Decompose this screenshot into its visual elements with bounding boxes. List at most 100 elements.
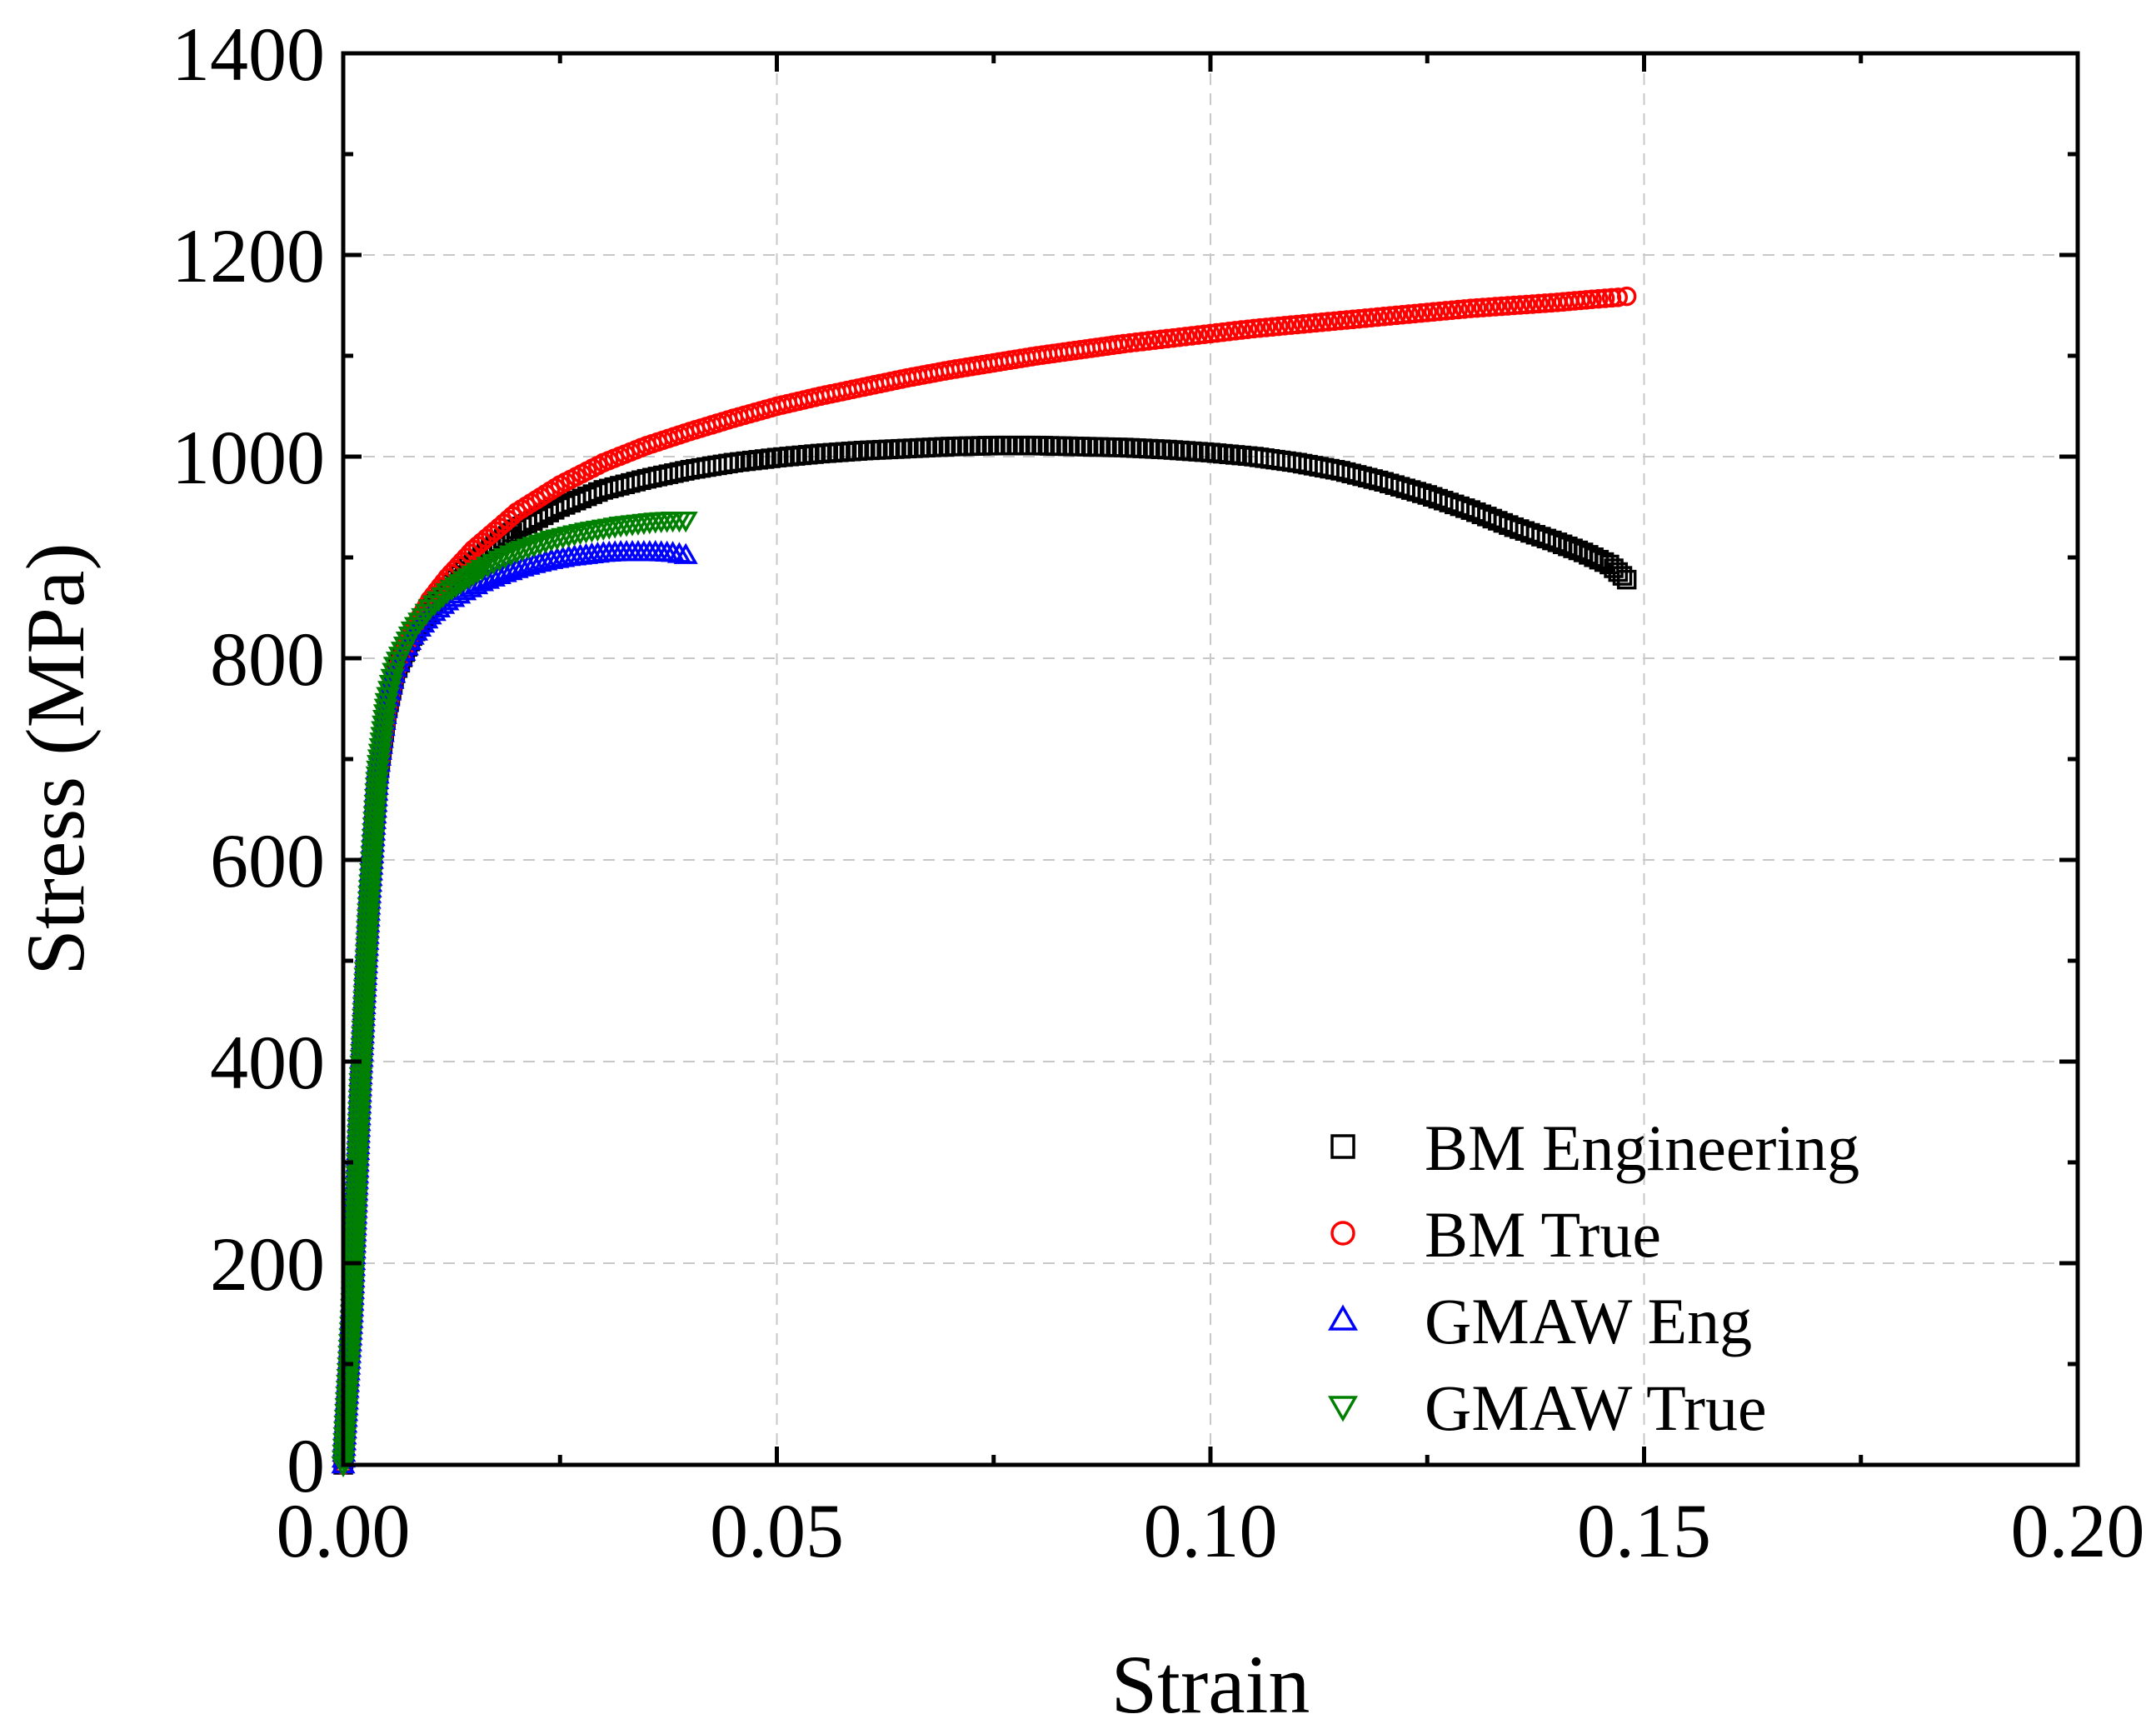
data-point <box>1200 323 1220 344</box>
x-tick-label: 0.05 <box>710 1488 844 1573</box>
data-point <box>1529 293 1549 314</box>
y-axis-title: Stress (MPa) <box>9 542 102 975</box>
data-point <box>1089 437 1109 457</box>
data-point <box>1225 321 1245 341</box>
legend: BM Engineering BM True GMAW Eng GMAW True <box>1328 1112 1859 1444</box>
data-point <box>673 542 698 564</box>
data-point <box>522 537 546 558</box>
data-point <box>946 436 966 457</box>
data-point <box>435 582 460 605</box>
legend-marker <box>1328 1396 1358 1422</box>
data-point <box>1076 437 1097 457</box>
data-point <box>1280 315 1301 335</box>
data-point <box>1132 438 1152 458</box>
data-point <box>977 436 998 456</box>
legend-marker <box>1328 1304 1358 1331</box>
data-point <box>1262 317 1283 337</box>
data-point <box>1126 332 1146 352</box>
data-point <box>422 595 447 617</box>
data-point <box>1442 300 1462 320</box>
data-point <box>891 438 911 459</box>
data-point <box>959 436 979 457</box>
data-point <box>1616 286 1637 307</box>
data-point <box>527 534 552 557</box>
data-point <box>1145 330 1165 350</box>
data-point <box>928 437 948 457</box>
data-point <box>1485 297 1505 317</box>
data-point <box>1120 437 1140 458</box>
data-point <box>1608 287 1629 307</box>
data-point <box>1150 439 1171 459</box>
data-point <box>1188 325 1208 345</box>
data-point <box>1374 307 1394 327</box>
data-point <box>885 439 905 459</box>
data-point <box>1101 437 1121 457</box>
legend-label: GMAW Eng <box>1425 1285 1752 1357</box>
legend-marker <box>1330 1221 1355 1246</box>
data-point <box>673 511 698 533</box>
data-point <box>516 538 541 560</box>
data-point <box>1157 439 1177 460</box>
data-point <box>1039 436 1060 456</box>
legend-label: GMAW True <box>1425 1372 1767 1444</box>
data-point <box>461 565 486 587</box>
data-point <box>835 442 856 462</box>
data-point <box>1516 294 1536 315</box>
data-point <box>1510 295 1530 315</box>
data-point <box>1595 288 1615 308</box>
data-point <box>1256 317 1276 337</box>
legend-label: BM True <box>1425 1198 1661 1271</box>
data-point <box>903 438 923 458</box>
y-tick-label: 0 <box>287 1423 325 1508</box>
data-point <box>452 571 477 592</box>
data-point <box>439 580 464 602</box>
data-point <box>492 547 517 570</box>
data-point <box>417 599 442 621</box>
data-point <box>1095 437 1115 457</box>
data-point <box>952 436 973 457</box>
data-point <box>1300 313 1320 333</box>
data-point <box>829 442 849 462</box>
data-series <box>331 286 1637 1478</box>
data-point <box>1435 301 1456 321</box>
data-point <box>1473 297 1493 317</box>
y-tick-label: 400 <box>210 1020 325 1105</box>
x-tick-label: 0.15 <box>1577 1488 1711 1573</box>
data-point <box>1417 302 1437 322</box>
data-point <box>1275 316 1295 336</box>
data-point <box>822 442 843 463</box>
data-point <box>1343 309 1363 330</box>
data-point <box>1002 435 1022 456</box>
series-gmaw-true <box>331 511 698 1478</box>
data-point <box>443 577 468 598</box>
data-point <box>510 541 535 562</box>
data-point <box>1163 327 1184 348</box>
data-point <box>457 568 482 590</box>
data-point <box>1064 436 1085 457</box>
data-point <box>487 551 512 572</box>
data-point <box>1157 328 1177 349</box>
data-point <box>1380 306 1400 326</box>
data-point <box>1430 301 1450 322</box>
data-point <box>1355 308 1375 328</box>
gridlines <box>343 53 2078 1465</box>
data-point <box>504 542 529 564</box>
data-point <box>1330 310 1350 331</box>
y-tick-label: 1000 <box>172 415 325 500</box>
data-point <box>1582 289 1602 309</box>
data-point <box>1188 442 1208 462</box>
data-point <box>1612 566 1633 586</box>
data-point <box>1015 435 1035 456</box>
data-point <box>1194 324 1215 344</box>
data-point <box>365 766 390 787</box>
data-point <box>1411 302 1431 323</box>
y-tick-label: 600 <box>210 818 325 903</box>
data-point <box>1175 327 1196 347</box>
y-tick-label: 1400 <box>172 12 325 97</box>
data-point <box>1082 437 1103 457</box>
data-point <box>1027 435 1047 456</box>
data-point <box>1250 317 1270 338</box>
data-point <box>1392 304 1413 325</box>
data-point <box>990 435 1010 456</box>
